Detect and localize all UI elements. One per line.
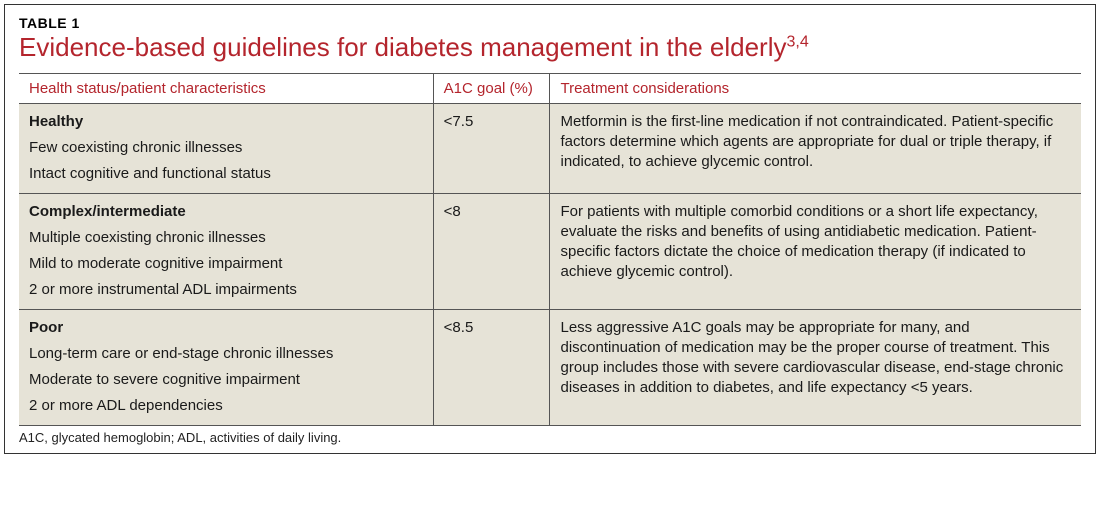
cell-treatment: Metformin is the first-line medication i… — [550, 103, 1081, 193]
status-line: Few coexisting chronic illnesses — [29, 138, 423, 158]
table-row: Complex/intermediate Multiple coexisting … — [19, 193, 1081, 309]
table-footnote: A1C, glycated hemoglobin; ADL, activitie… — [19, 430, 1081, 445]
table-title: Evidence-based guidelines for diabetes m… — [19, 33, 1081, 63]
cell-treatment: For patients with multiple comorbid cond… — [550, 193, 1081, 309]
cell-a1c: <7.5 — [433, 103, 550, 193]
cell-status: Healthy Few coexisting chronic illnesses I… — [19, 103, 433, 193]
header-row: Health status/patient characteristics A1… — [19, 73, 1081, 103]
cell-status: Poor Long-term care or end-stage chronic … — [19, 309, 433, 425]
status-line: Intact cognitive and functional status — [29, 164, 423, 184]
cell-a1c: <8 — [433, 193, 550, 309]
status-line: Moderate to severe cognitive impairment — [29, 370, 423, 390]
cell-treatment: Less aggressive A1C goals may be appropr… — [550, 309, 1081, 425]
cell-a1c: <8.5 — [433, 309, 550, 425]
status-line: 2 or more ADL dependencies — [29, 396, 423, 416]
status-line: Multiple coexisting chronic illnesses — [29, 228, 423, 248]
title-text: Evidence-based guidelines for diabetes m… — [19, 32, 786, 62]
col-header-status: Health status/patient characteristics — [19, 73, 433, 103]
status-line: 2 or more instrumental ADL impairments — [29, 280, 423, 300]
col-header-a1c: A1C goal (%) — [433, 73, 550, 103]
guidelines-table: Health status/patient characteristics A1… — [19, 73, 1081, 426]
table-container: TABLE 1 Evidence-based guidelines for di… — [4, 4, 1096, 454]
col-header-treatment: Treatment considerations — [550, 73, 1081, 103]
table-row: Poor Long-term care or end-stage chronic … — [19, 309, 1081, 425]
table-label: TABLE 1 — [19, 15, 1081, 31]
status-heading: Poor — [29, 318, 423, 338]
status-heading: Healthy — [29, 112, 423, 132]
status-line: Long-term care or end-stage chronic illn… — [29, 344, 423, 364]
title-superscript: 3,4 — [786, 33, 808, 50]
cell-status: Complex/intermediate Multiple coexisting … — [19, 193, 433, 309]
status-line: Mild to moderate cognitive impairment — [29, 254, 423, 274]
table-body: Healthy Few coexisting chronic illnesses I… — [19, 103, 1081, 425]
table-row: Healthy Few coexisting chronic illnesses I… — [19, 103, 1081, 193]
status-heading: Complex/intermediate — [29, 202, 423, 222]
